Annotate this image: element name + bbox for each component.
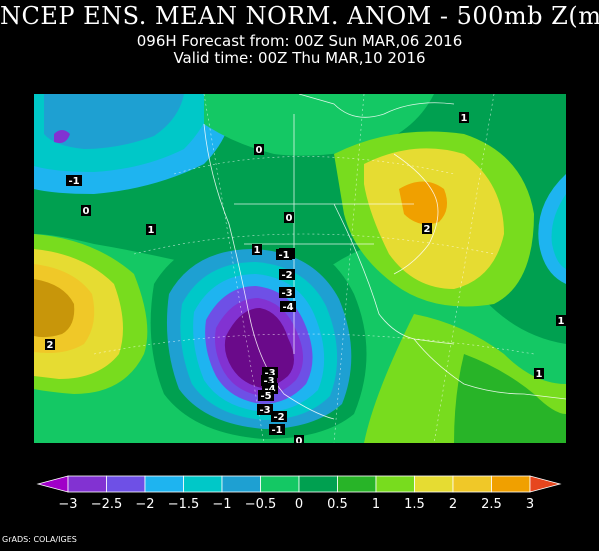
svg-text:1: 1 <box>536 369 543 380</box>
svg-text:-3: -3 <box>259 405 270 416</box>
colorbar-swatch <box>221 475 261 493</box>
colorbar-ticks: −3 −2.5 −2 −1.5 −1 −0.5 0 0.5 1 1.5 2 2.5 3 <box>58 497 534 512</box>
svg-text:-1: -1 <box>278 250 289 261</box>
contour-label: -1 <box>276 249 292 261</box>
colorbar-tick-label: −2.5 <box>91 497 123 512</box>
svg-text:-4: -4 <box>264 384 275 395</box>
contour-label: -3 <box>279 287 295 299</box>
contour-label: -1 <box>269 424 285 436</box>
colorbar-swatch <box>452 475 492 493</box>
band-se-inner <box>454 354 566 443</box>
contour-label: 2 <box>45 339 55 351</box>
svg-text:0: 0 <box>286 213 293 224</box>
colorbar-tick-label: 3 <box>526 497 534 512</box>
colorbar-tick-label: 1.5 <box>404 497 425 512</box>
geo-lines <box>203 94 566 420</box>
contour-label: -2 <box>271 411 287 423</box>
colorbar-swatch <box>337 475 377 493</box>
contour-label: 1 <box>459 112 469 124</box>
low-nw-inner <box>44 94 184 149</box>
colorbar-swatch <box>183 475 223 493</box>
svg-text:0: 0 <box>256 145 263 156</box>
colorbar-arrow-low <box>36 475 69 493</box>
svg-text:1: 1 <box>254 245 261 256</box>
colorbar-swatch <box>298 475 338 493</box>
colorbar-swatch <box>375 475 415 493</box>
colorbar-arrow-high <box>529 475 562 493</box>
contour-label: 1 <box>252 244 262 256</box>
colorbar-tick-label: −2 <box>135 497 154 512</box>
colorbar-tick-label: 0 <box>295 497 303 512</box>
svg-text:-2: -2 <box>273 412 284 423</box>
svg-text:-5: -5 <box>260 391 271 402</box>
colorbar-tick-label: −1.5 <box>168 497 200 512</box>
contour-label: 1 <box>556 315 566 327</box>
chart-title: NCEP ENS. MEAN NORM. ANOM - 500mb Z(m) <box>0 2 599 30</box>
credit-text: GrADS: COLA/IGES <box>2 535 77 544</box>
colorbar-swatch <box>491 475 531 493</box>
contour-label: -1 <box>66 175 82 187</box>
svg-text:-3: -3 <box>263 376 274 387</box>
contour-label: 0 <box>254 144 264 156</box>
contour-label: -4 <box>280 301 296 313</box>
svg-text:-3: -3 <box>264 368 275 379</box>
svg-text:1: 1 <box>558 316 565 327</box>
colorbar-swatch <box>144 475 184 493</box>
forecast-subtitle: 096H Forecast from: 00Z Sun MAR,06 2016 <box>136 32 463 50</box>
svg-text:2: 2 <box>424 224 431 235</box>
contour-label: -3 <box>262 367 278 379</box>
svg-text:-3: -3 <box>281 288 292 299</box>
svg-text:-1: -1 <box>271 425 282 436</box>
colorbar-tick-label: −0.5 <box>245 497 277 512</box>
svg-text:0: 0 <box>296 436 303 443</box>
contour-label: -4 <box>262 383 278 395</box>
lat-lon-grid <box>93 94 535 443</box>
colorbar-tick-label: 1 <box>372 497 380 512</box>
contour-label: -3 <box>257 404 273 416</box>
low-nw-core <box>54 130 70 143</box>
colorbar-swatch <box>67 475 107 493</box>
svg-text:-1: -1 <box>68 176 79 187</box>
low-east-edge-inner <box>551 194 566 269</box>
svg-text:1: 1 <box>461 113 468 124</box>
colorbar-tick-label: −3 <box>58 497 77 512</box>
contour-label: 0 <box>284 212 294 224</box>
colorbar-tick-label: 0.5 <box>327 497 348 512</box>
high-west-core-dark <box>34 279 75 338</box>
svg-text:0: 0 <box>83 206 90 217</box>
contour-label: -5 <box>258 390 274 402</box>
contour-label: 1 <box>146 224 156 236</box>
contour-label: 0 <box>81 205 91 217</box>
contour-label: -3 <box>261 375 277 387</box>
colorbar-swatch <box>260 475 300 493</box>
svg-text:-4: -4 <box>282 302 293 313</box>
contour-label: 0 <box>294 435 304 443</box>
colorbar-tick-label: −1 <box>212 497 231 512</box>
colorbar-tick-label: 2 <box>449 497 457 512</box>
contour-label: 2 <box>422 223 432 235</box>
high-east-core <box>399 181 448 225</box>
contour-label: -2 <box>279 269 295 281</box>
colorbar-swatch <box>106 475 146 493</box>
colorbar-swatch <box>414 475 454 493</box>
contour-label: 1 <box>534 368 544 380</box>
svg-text:1: 1 <box>148 225 155 236</box>
valid-time-subtitle: Valid time: 00Z Thu MAR,10 2016 <box>173 49 426 67</box>
colorbar-tick-label: 2.5 <box>481 497 502 512</box>
svg-text:2: 2 <box>47 340 54 351</box>
colorbar: −3 −2.5 −2 −1.5 −1 −0.5 0 0.5 1 1.5 2 2.5 3 <box>36 475 562 512</box>
colorbar-swatches <box>36 475 562 493</box>
svg-text:-2: -2 <box>281 270 292 281</box>
